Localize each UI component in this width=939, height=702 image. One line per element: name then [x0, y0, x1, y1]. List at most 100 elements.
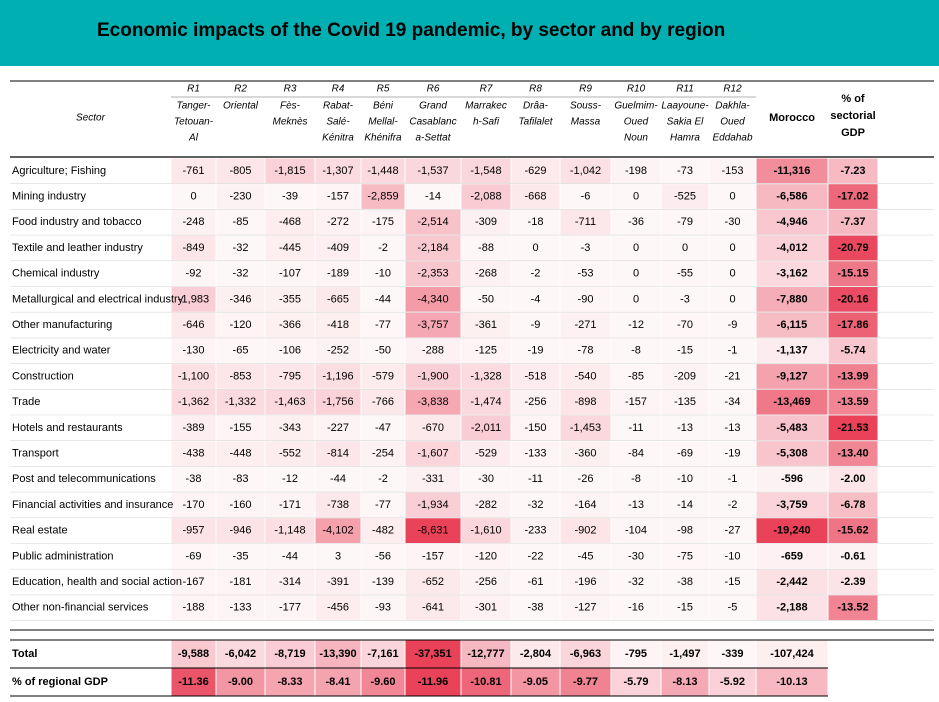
heat-cell	[265, 492, 315, 518]
heat-cell	[265, 209, 315, 235]
morocco-value: -5,308	[776, 447, 807, 459]
heat-cell	[560, 544, 611, 569]
total-morocco: -107,424	[770, 648, 814, 660]
value-label: -196	[574, 576, 596, 588]
value-label: -13	[628, 499, 644, 511]
value-label: -252	[327, 345, 349, 357]
heat-cell	[361, 466, 405, 492]
total-value: -6,963	[570, 648, 601, 660]
value-label: -164	[574, 499, 596, 511]
heat-cell	[171, 261, 216, 286]
regional-pct-value: -11.36	[178, 676, 209, 688]
regional-pct-label: % of regional GDP	[12, 676, 108, 688]
heat-cell	[405, 544, 461, 569]
value-label: -189	[327, 268, 349, 280]
heat-cell	[171, 158, 216, 184]
heat-cell	[171, 209, 216, 235]
value-label: -343	[279, 422, 301, 434]
total-cell	[611, 640, 661, 668]
heat-cell	[171, 415, 216, 441]
heat-cell	[560, 184, 611, 209]
value-label: -12	[628, 319, 644, 331]
heat-cell	[405, 492, 461, 518]
value-label: -2,011	[471, 422, 501, 434]
value-label: -957	[182, 525, 204, 537]
heat-cell	[315, 466, 361, 492]
value-label: -529	[475, 447, 497, 459]
morocco-cell	[756, 364, 828, 389]
heat-cell	[511, 158, 560, 184]
pct-value: -13.52	[837, 602, 868, 614]
sector-label: Textile and leather industry	[12, 242, 143, 254]
heat-cell	[611, 544, 661, 569]
sector-label: Electricity and water	[12, 345, 111, 357]
regional-pct-value: -9.60	[370, 676, 395, 688]
value-label: -30	[725, 216, 741, 228]
pct-value: -13.59	[837, 396, 868, 408]
pct-cell	[828, 544, 878, 569]
heat-cell	[461, 569, 511, 595]
value-label: -107	[279, 268, 301, 280]
pct-cell	[828, 389, 878, 415]
regional-pct-morocco: -10.13	[776, 676, 807, 688]
heat-cell	[661, 209, 709, 235]
value-label: -849	[182, 242, 204, 254]
heat-cell	[216, 441, 265, 466]
value-label: -171	[279, 499, 301, 511]
heat-cell	[511, 569, 560, 595]
value-label: -75	[677, 550, 693, 562]
heat-cell	[315, 595, 361, 621]
sector-label: Transport	[12, 447, 59, 459]
sector-label: Financial activities and insurance	[12, 499, 173, 511]
heat-cell	[361, 158, 405, 184]
heat-cell	[171, 492, 216, 518]
heat-cell	[315, 158, 361, 184]
value-label: -53	[578, 268, 594, 280]
heat-cell	[611, 338, 661, 364]
value-label: -13	[677, 422, 693, 434]
heat-cell	[216, 415, 265, 441]
value-label: -44	[282, 550, 298, 562]
heat-cell	[405, 209, 461, 235]
heat-cell	[361, 389, 405, 415]
heat-cell	[611, 235, 661, 261]
regional-pct-value: -10.81	[470, 676, 501, 688]
heat-cell	[216, 492, 265, 518]
heat-cell	[709, 492, 756, 518]
heat-cell	[405, 569, 461, 595]
heat-cell	[405, 466, 461, 492]
heat-cell	[461, 492, 511, 518]
value-label: -1	[728, 473, 738, 485]
region-code-r10: R10	[627, 84, 646, 95]
value-label: -10	[375, 268, 391, 280]
regional-pct-value: -9.05	[523, 676, 548, 688]
value-label: -668	[524, 190, 546, 202]
value-label: -1,463	[274, 396, 305, 408]
value-label: -288	[422, 345, 444, 357]
morocco-header: Morocco	[769, 112, 815, 124]
total-value: -9,588	[178, 648, 209, 660]
value-label: -1,453	[570, 422, 601, 434]
heat-cell	[511, 338, 560, 364]
total-cell	[315, 640, 361, 668]
value-label: -69	[677, 447, 693, 459]
morocco-cell	[756, 441, 828, 466]
value-label: -1,607	[417, 447, 448, 459]
heat-cell	[171, 364, 216, 389]
heat-cell	[216, 518, 265, 543]
heat-cell	[361, 569, 405, 595]
heat-cell	[661, 158, 709, 184]
region-name-r12: Oued	[720, 117, 745, 128]
sector-header: Sector	[76, 113, 106, 124]
regional-pct-value: -9.00	[228, 676, 253, 688]
total-value: -1,497	[669, 648, 700, 660]
value-label: -34	[725, 396, 741, 408]
value-label: -77	[375, 499, 391, 511]
heat-cell	[560, 389, 611, 415]
pct-cell	[828, 312, 878, 338]
heat-cell	[661, 338, 709, 364]
pct-value: -20.16	[837, 293, 868, 305]
heat-cell	[315, 312, 361, 338]
heat-cell	[265, 184, 315, 209]
value-label: -50	[478, 293, 494, 305]
